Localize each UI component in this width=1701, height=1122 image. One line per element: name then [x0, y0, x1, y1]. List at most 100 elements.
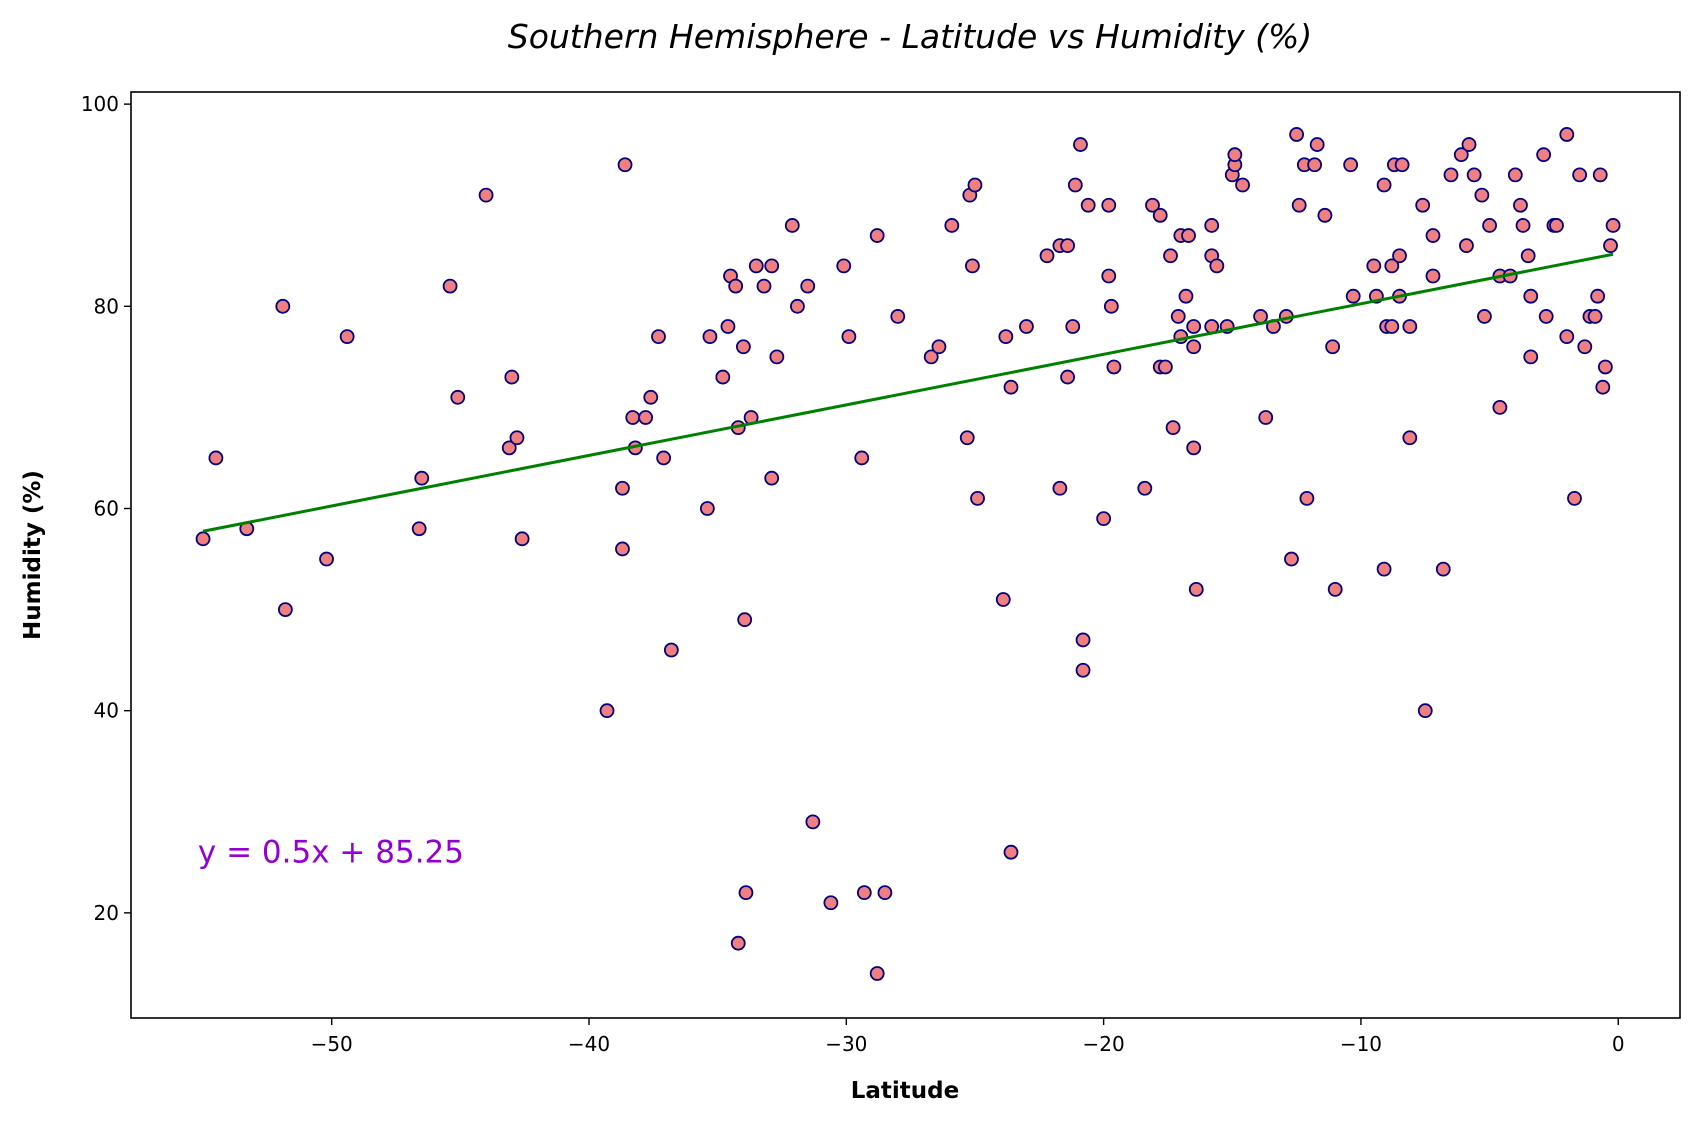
data-point: [1186, 339, 1202, 355]
x-axis-label: Latitude: [851, 1078, 960, 1104]
data-point: [208, 450, 224, 466]
data-point: [1075, 662, 1091, 678]
data-point: [1227, 147, 1243, 163]
data-point: [841, 329, 857, 345]
data-point: [1103, 298, 1119, 314]
data-point: [1461, 137, 1477, 152]
data-point: [1474, 187, 1490, 203]
data-point: [1595, 379, 1611, 395]
data-point: [1605, 218, 1621, 233]
data-point: [663, 642, 679, 658]
data-point: [1080, 197, 1096, 213]
data-point: [1590, 288, 1606, 304]
data-point: [414, 470, 430, 486]
data-point: [1345, 288, 1361, 304]
data-point: [1152, 207, 1168, 223]
data-point: [509, 430, 525, 446]
data-point: [1402, 319, 1418, 334]
data-point: [1592, 167, 1608, 183]
regression-equation: y = 0.5x + 85.25: [198, 834, 464, 870]
data-point: [1523, 288, 1539, 304]
data-point: [1291, 197, 1307, 213]
data-point: [1188, 581, 1204, 597]
data-point: [277, 602, 293, 617]
data-point: [1559, 127, 1575, 142]
data-point: [195, 531, 211, 547]
data-point: [615, 480, 630, 496]
data-point: [735, 339, 751, 355]
data-point: [1106, 359, 1122, 375]
data-point: [728, 278, 744, 294]
data-point: [1559, 329, 1575, 345]
data-point: [450, 389, 466, 405]
data-point: [339, 329, 355, 345]
data-point: [1507, 167, 1523, 183]
data-point: [1284, 551, 1299, 567]
data-point: [1204, 218, 1220, 233]
data-point: [1515, 218, 1531, 233]
data-point: [756, 278, 772, 294]
data-point: [1101, 197, 1117, 213]
data-point: [1417, 703, 1433, 719]
data-point: [1065, 319, 1081, 334]
data-point: [1186, 440, 1202, 456]
data-point: [869, 966, 885, 981]
data-point: [959, 430, 975, 446]
data-point: [805, 814, 821, 830]
data-point: [1453, 147, 1469, 163]
data-point: [1060, 369, 1076, 385]
plot-frame: [130, 91, 1681, 1019]
plot-area: [131, 92, 1680, 1018]
data-point: [1209, 258, 1225, 274]
data-point: [923, 349, 939, 365]
data-point: [1003, 379, 1019, 395]
data-point: [1307, 157, 1323, 173]
data-point: [944, 218, 960, 233]
x-tick-label: −50: [311, 1032, 353, 1056]
data-point: [715, 369, 731, 385]
data-point: [1096, 511, 1112, 527]
data-point: [1039, 248, 1055, 264]
data-point: [764, 470, 780, 486]
data-point: [737, 612, 753, 628]
data-point: [1101, 268, 1117, 284]
data-point: [890, 309, 906, 324]
y-axis-ticks: 20 40 60 80 100: [81, 92, 131, 925]
data-point: [1536, 147, 1552, 163]
data-point: [699, 501, 715, 516]
data-point: [1577, 339, 1593, 355]
x-tick-label: −10: [1340, 1032, 1382, 1056]
data-point: [1572, 167, 1588, 183]
data-point: [995, 592, 1011, 607]
data-point: [769, 349, 785, 365]
x-tick-label: −20: [1083, 1032, 1125, 1056]
x-axis-ticks: −50 −40 −30 −20 −10 0: [311, 1018, 1625, 1056]
data-point: [1520, 248, 1536, 264]
data-point: [1145, 197, 1160, 213]
data-point: [967, 177, 983, 193]
data-point: [1075, 632, 1091, 648]
y-tick-label: 100: [81, 92, 119, 116]
data-point: [411, 521, 427, 537]
data-point: [1327, 581, 1343, 597]
y-tick-label: 20: [94, 901, 119, 925]
data-point: [1343, 157, 1359, 173]
data-point: [656, 450, 672, 466]
data-point: [638, 410, 654, 425]
data-point: [1603, 238, 1618, 254]
data-point: [1538, 309, 1554, 324]
data-point: [1482, 218, 1497, 233]
data-point: [1435, 561, 1451, 577]
data-point: [1073, 137, 1088, 152]
data-point: [738, 885, 754, 901]
data-point: [1459, 238, 1474, 254]
data-point: [1317, 207, 1333, 223]
data-point: [1258, 410, 1274, 425]
data-point: [1394, 157, 1410, 173]
data-point: [1170, 309, 1186, 324]
data-point: [1137, 480, 1153, 496]
data-point: [800, 278, 816, 294]
data-point: [442, 278, 458, 294]
x-tick-label: 0: [1612, 1032, 1625, 1056]
